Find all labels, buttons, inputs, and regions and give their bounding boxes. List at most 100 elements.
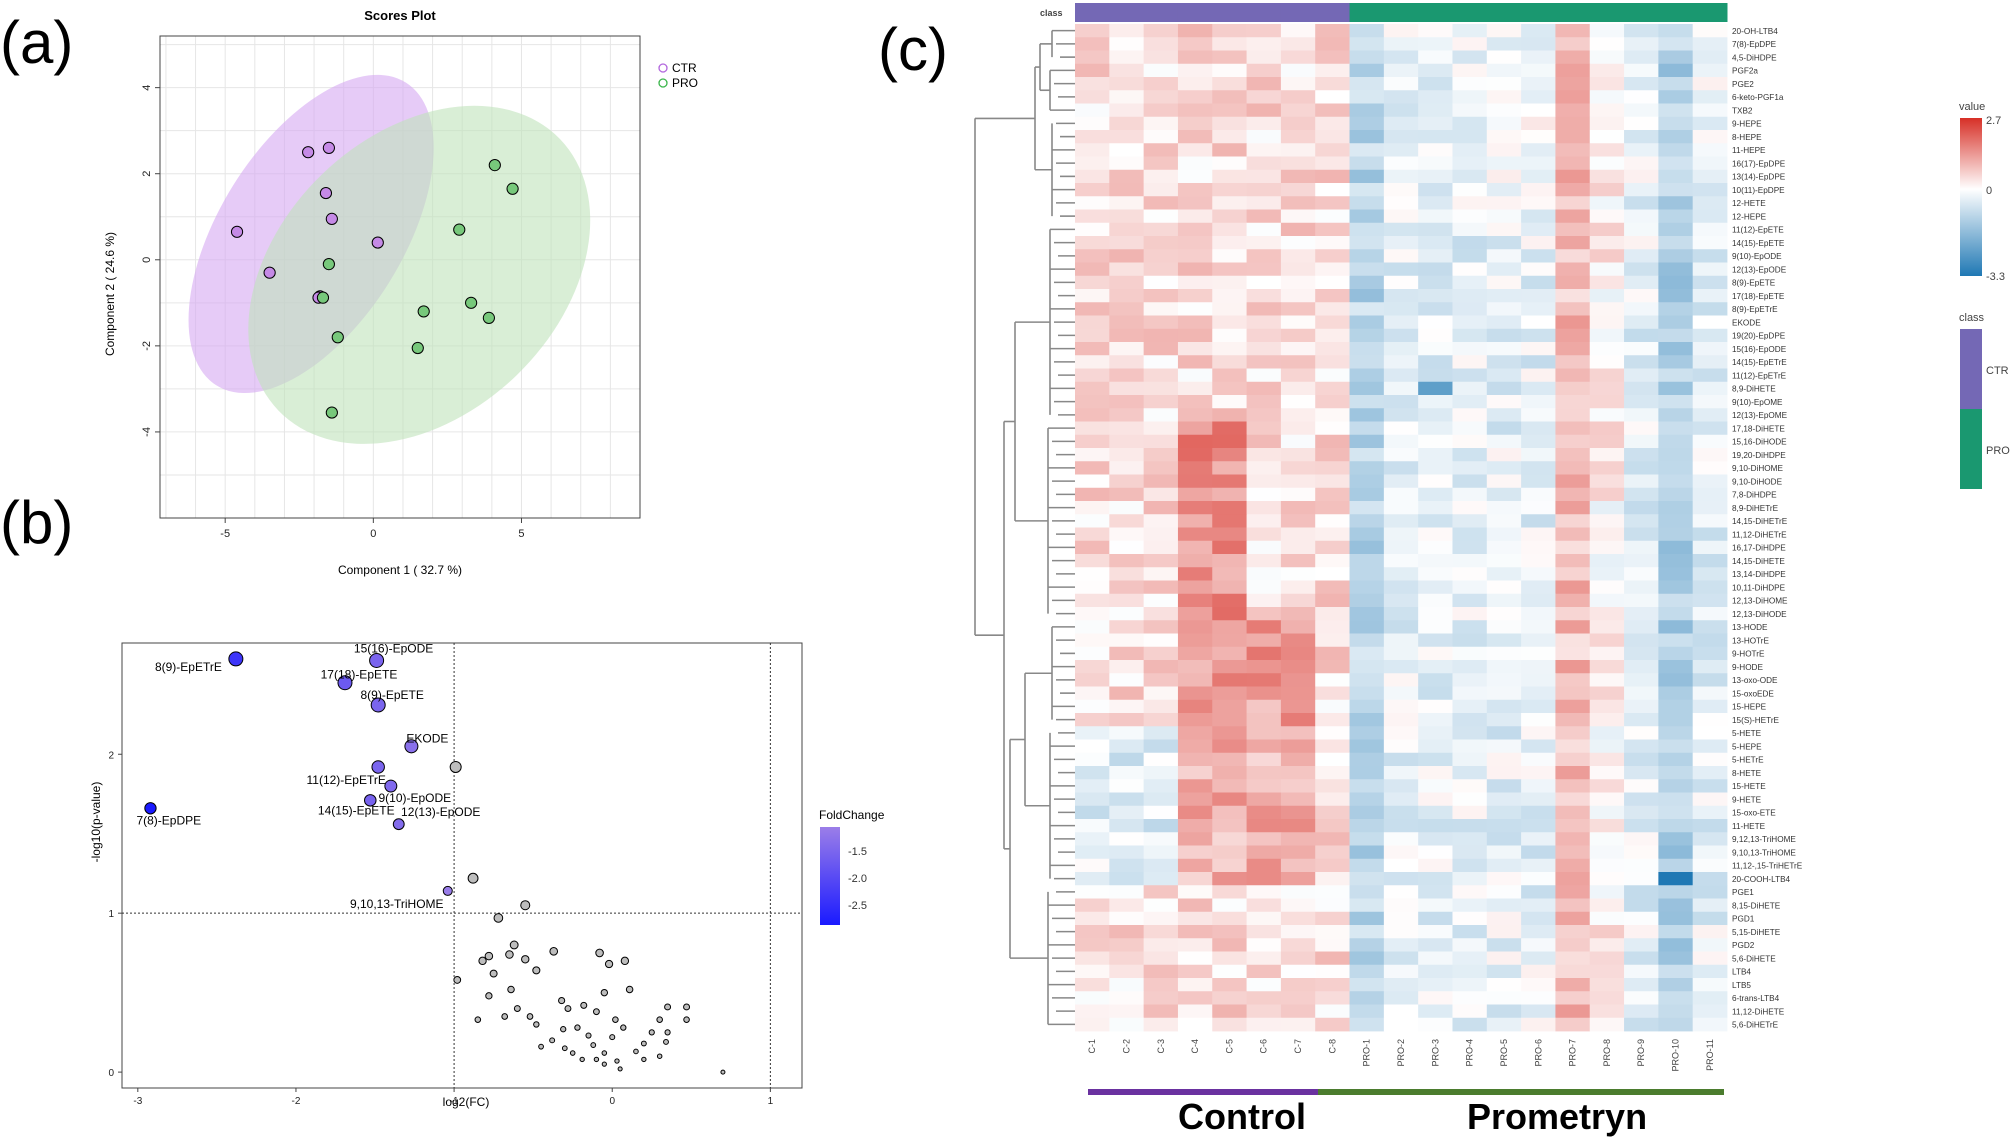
heatmap-cell bbox=[1624, 911, 1659, 926]
heatmap-cell bbox=[1486, 130, 1522, 144]
heatmap-cell bbox=[1280, 673, 1316, 687]
heatmap-cell bbox=[1658, 183, 1694, 197]
heatmap-cell bbox=[1177, 421, 1213, 436]
prometryn-group-bar bbox=[1318, 1089, 1724, 1095]
heatmap-cell bbox=[1109, 196, 1145, 210]
nonsignificant-point bbox=[484, 951, 494, 961]
heatmap-cell bbox=[1624, 766, 1659, 780]
heatmap-cell bbox=[1246, 169, 1282, 184]
heatmap-row-label: 11,12-DiHETE bbox=[1732, 1007, 1785, 1016]
heatmap-cell bbox=[1109, 752, 1145, 767]
heatmap-cell bbox=[1143, 713, 1179, 727]
heatmap-cell bbox=[1452, 487, 1488, 502]
pca-y-tick-label: -2 bbox=[141, 341, 153, 351]
heatmap-cell bbox=[1452, 885, 1488, 899]
heatmap-cell bbox=[1418, 236, 1453, 250]
heatmap-cell bbox=[1349, 50, 1385, 65]
heatmap-cell bbox=[1109, 236, 1145, 250]
heatmap-cell bbox=[1075, 249, 1110, 263]
heatmap-cell bbox=[1177, 302, 1213, 316]
heatmap-cell bbox=[1555, 421, 1591, 436]
heatmap-cell bbox=[1109, 169, 1145, 184]
heatmap-cell bbox=[1452, 819, 1488, 833]
class-annotation-cell bbox=[1418, 3, 1453, 22]
heatmap-cell bbox=[1143, 24, 1179, 38]
heatmap-cell bbox=[1109, 474, 1145, 489]
heatmap-cell bbox=[1315, 143, 1350, 157]
class-annotation-cell bbox=[1589, 3, 1625, 22]
heatmap-cell bbox=[1383, 209, 1419, 224]
heatmap-cell bbox=[1246, 90, 1282, 104]
heatmap-cell bbox=[1418, 580, 1453, 595]
heatmap-cell bbox=[1109, 885, 1145, 899]
heatmap-cell bbox=[1349, 37, 1385, 51]
heatmap-cell bbox=[1143, 752, 1179, 767]
heatmap-cell bbox=[1212, 368, 1247, 383]
heatmap-cell bbox=[1555, 236, 1591, 250]
significant-point bbox=[371, 760, 385, 774]
heatmap-cell bbox=[1280, 355, 1316, 369]
heatmap-cell bbox=[1177, 646, 1213, 661]
heatmap-cell bbox=[1658, 964, 1694, 979]
heatmap-cell bbox=[1452, 964, 1488, 979]
heatmap-column-label: PRO-5 bbox=[1499, 1039, 1509, 1067]
heatmap-cell bbox=[1555, 434, 1591, 449]
heatmap-cell bbox=[1075, 911, 1110, 926]
heatmap-cell bbox=[1315, 50, 1350, 65]
pca-x-tick-label: 5 bbox=[518, 528, 524, 540]
heatmap-cell bbox=[1521, 686, 1556, 701]
heatmap-cell bbox=[1486, 474, 1522, 489]
heatmap-cell bbox=[1589, 209, 1625, 224]
pro-sample-point bbox=[488, 159, 501, 172]
heatmap-row-label: PGE1 bbox=[1732, 888, 1754, 897]
heatmap-cell bbox=[1589, 554, 1625, 568]
heatmap-cell bbox=[1109, 978, 1145, 992]
heatmap-cell bbox=[1143, 487, 1179, 502]
heatmap-cell bbox=[1212, 898, 1247, 913]
heatmap-cell bbox=[1280, 63, 1316, 78]
heatmap-cell bbox=[1143, 448, 1179, 462]
heatmap-cell bbox=[1418, 766, 1453, 780]
heatmap-cell bbox=[1589, 275, 1625, 290]
heatmap-cell bbox=[1692, 275, 1728, 290]
heatmap-cell bbox=[1315, 633, 1350, 648]
heatmap-cell bbox=[1452, 222, 1488, 237]
value-legend-tick: -3.3 bbox=[1986, 271, 2005, 283]
heatmap-cell bbox=[1555, 249, 1591, 263]
pca-title: Scores Plot bbox=[364, 8, 436, 23]
heatmap-cell bbox=[1555, 567, 1591, 581]
heatmap-cell bbox=[1315, 63, 1350, 78]
heatmap-cell bbox=[1280, 805, 1316, 820]
class-annotation-cell bbox=[1075, 3, 1110, 22]
heatmap-cell bbox=[1246, 832, 1282, 846]
heatmap-cell bbox=[1075, 567, 1110, 581]
heatmap-cell bbox=[1624, 289, 1659, 303]
heatmap-cell bbox=[1349, 752, 1385, 767]
heatmap-cell bbox=[1280, 925, 1316, 939]
heatmap-cell bbox=[1212, 540, 1247, 555]
heatmap-cell bbox=[1555, 660, 1591, 674]
pca-y-tick-label: 4 bbox=[141, 85, 153, 91]
heatmap-cell bbox=[1589, 951, 1625, 966]
heatmap-cell bbox=[1692, 779, 1728, 793]
heatmap-cell bbox=[1418, 938, 1453, 952]
heatmap-cell bbox=[1349, 964, 1385, 979]
heatmap-cell bbox=[1109, 421, 1145, 436]
foldchange-tick: -2.0 bbox=[848, 873, 867, 885]
class-annotation-cell bbox=[1109, 3, 1145, 22]
heatmap-cell bbox=[1658, 169, 1694, 184]
heatmap-cell bbox=[1075, 686, 1110, 701]
heatmap-row-label: 17(18)-EpETE bbox=[1732, 292, 1785, 301]
value-legend-title: value bbox=[1959, 101, 1985, 113]
ctr-sample-point bbox=[325, 212, 338, 226]
class-legend-ctr-label: CTR bbox=[1986, 365, 2009, 377]
nonsignificant-point bbox=[612, 1016, 619, 1023]
heatmap-cell bbox=[1418, 898, 1453, 913]
heatmap-cell bbox=[1143, 421, 1179, 436]
heatmap-cell bbox=[1143, 978, 1179, 992]
heatmap-cell bbox=[1177, 63, 1213, 78]
heatmap-cell bbox=[1212, 156, 1247, 171]
heatmap-cell bbox=[1418, 50, 1453, 65]
heatmap-row-label: 9-HEPE bbox=[1732, 120, 1762, 129]
heatmap-cell bbox=[1109, 222, 1145, 237]
